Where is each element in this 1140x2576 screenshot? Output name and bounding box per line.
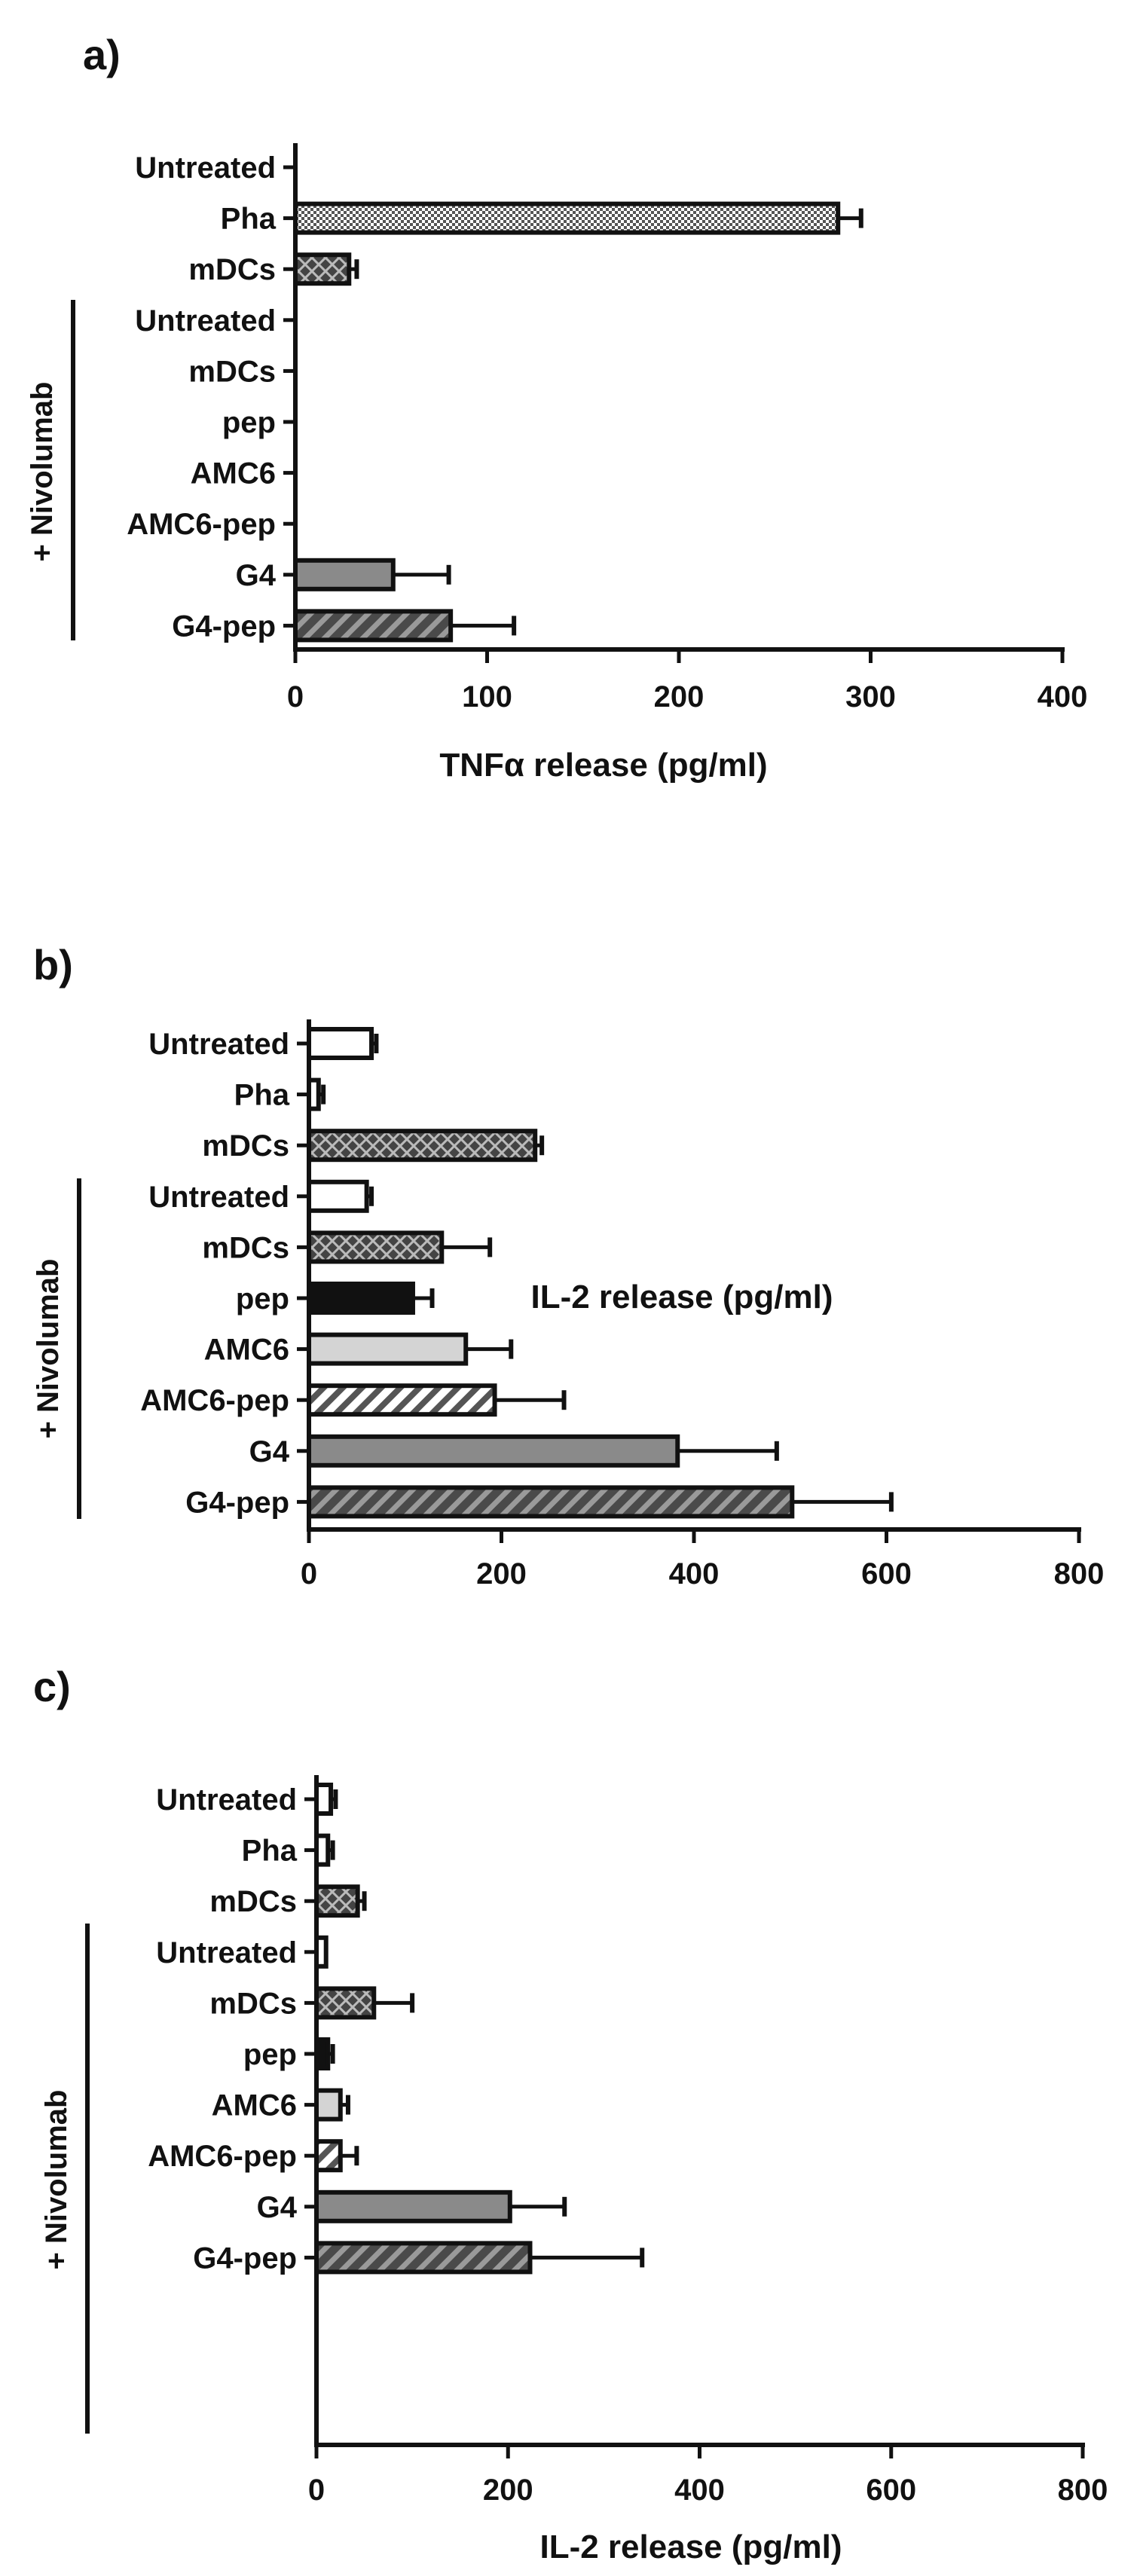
category-label: AMC6-pep bbox=[127, 508, 276, 541]
panel-a-ylabels: Untreated Pha mDCs Untreated mDCs pep AMC6 AMC6… bbox=[127, 151, 277, 643]
category-label: pep bbox=[222, 406, 276, 439]
bar bbox=[314, 1884, 360, 1918]
category-label: G4-pep bbox=[193, 2241, 297, 2275]
bar bbox=[293, 252, 352, 286]
panel-a-bars bbox=[293, 201, 841, 643]
bar bbox=[293, 609, 454, 643]
panel-b-bracket-label: + Nivolumab bbox=[32, 1259, 65, 1439]
panel-c-xlabel: IL-2 release (pg/ml) bbox=[539, 2529, 842, 2565]
panel-c-ylabels: Untreated Pha mDCs Untreated mDCs pep AMC6 AMC6… bbox=[148, 1783, 298, 2275]
bar bbox=[314, 2189, 512, 2223]
category-label: Pha bbox=[234, 1079, 290, 1112]
bar bbox=[314, 1986, 377, 2020]
bar bbox=[307, 1129, 538, 1163]
x-tick-label: 800 bbox=[1054, 1557, 1105, 1591]
bar bbox=[307, 1179, 369, 1213]
bar bbox=[307, 1434, 680, 1468]
panel-b: b) Untreated Pha mDCs Untreated mDCs pep AMC6 A… bbox=[32, 941, 1104, 1591]
category-label: mDCs bbox=[188, 253, 276, 286]
bar bbox=[314, 2241, 533, 2275]
panel-a-xlabel: TNFα release (pg/ml) bbox=[439, 747, 767, 784]
bar bbox=[307, 1027, 374, 1060]
category-label: Untreated bbox=[135, 304, 276, 338]
bar bbox=[307, 1282, 415, 1315]
x-tick-label: 600 bbox=[861, 1557, 912, 1591]
category-label: mDCs bbox=[202, 1231, 289, 1264]
x-tick-label: 800 bbox=[1058, 2474, 1108, 2507]
panel-b-label: b) bbox=[33, 941, 73, 989]
x-tick-label: 400 bbox=[674, 2474, 725, 2507]
bar bbox=[307, 1485, 795, 1519]
category-label: mDCs bbox=[209, 1987, 297, 2020]
panel-a-xticks: 0 100 200 300 400 bbox=[287, 649, 1088, 714]
panel-a-errors bbox=[349, 208, 863, 636]
category-label: pep bbox=[243, 2038, 297, 2071]
category-label: Untreated bbox=[148, 1028, 289, 1061]
category-label: G4-pep bbox=[185, 1486, 289, 1519]
category-label: Pha bbox=[242, 1835, 298, 1868]
bar bbox=[314, 2139, 343, 2173]
panel-c-axes bbox=[304, 1775, 1085, 2447]
x-tick-label: 600 bbox=[866, 2474, 916, 2507]
category-label: G4 bbox=[249, 1435, 290, 1468]
panel-c-label: c) bbox=[33, 1663, 71, 1710]
bar bbox=[314, 2088, 343, 2122]
panel-c-bracket-label: + Nivolumab bbox=[40, 2090, 73, 2270]
panel-b-bars bbox=[307, 1027, 795, 1519]
bar bbox=[307, 1332, 469, 1366]
panel-a: a) Untreated Pha mDCs Untreated mDCs pep AMC6 A… bbox=[26, 31, 1087, 784]
category-label: AMC6-pep bbox=[148, 2140, 297, 2173]
panel-a-label: a) bbox=[83, 31, 121, 78]
panel-b-xlabel: IL-2 release (pg/ml) bbox=[530, 1279, 833, 1316]
category-label: Untreated bbox=[135, 151, 276, 185]
category-label: mDCs bbox=[202, 1129, 289, 1163]
x-tick-label: 400 bbox=[669, 1557, 720, 1591]
panel-c: c) Untreated Pha mDCs Untreated mDCs pep AMC6 A… bbox=[33, 1663, 1108, 2565]
x-tick-label: 200 bbox=[483, 2474, 533, 2507]
category-label: mDCs bbox=[209, 1885, 297, 1918]
bar bbox=[293, 558, 396, 591]
panel-c-errors bbox=[328, 1789, 645, 2268]
x-tick-label: 0 bbox=[287, 680, 304, 714]
panel-a-bracket-label: + Nivolumab bbox=[26, 382, 59, 562]
category-label: pep bbox=[236, 1282, 289, 1316]
x-tick-label: 0 bbox=[308, 2474, 325, 2507]
bar bbox=[307, 1383, 497, 1417]
category-label: Pha bbox=[221, 203, 277, 236]
x-tick-label: 200 bbox=[654, 680, 704, 714]
category-label: G4 bbox=[257, 2191, 298, 2224]
panel-c-xticks: 0 200 400 600 800 bbox=[308, 2445, 1108, 2507]
category-label: AMC6-pep bbox=[140, 1384, 289, 1417]
bar bbox=[293, 201, 841, 235]
category-label: Untreated bbox=[148, 1181, 289, 1214]
panel-c-bars bbox=[314, 1783, 533, 2275]
x-tick-label: 200 bbox=[476, 1557, 527, 1591]
panel-b-ylabels: Untreated Pha mDCs Untreated mDCs pep AMC6 AMC6… bbox=[140, 1028, 290, 1519]
category-label: AMC6 bbox=[191, 457, 276, 490]
category-label: G4 bbox=[236, 559, 277, 592]
x-tick-label: 400 bbox=[1038, 680, 1088, 714]
x-tick-label: 0 bbox=[301, 1557, 317, 1591]
x-tick-label: 100 bbox=[462, 680, 512, 714]
panel-b-errors bbox=[318, 1034, 894, 1512]
category-label: Untreated bbox=[156, 1936, 297, 1969]
bar bbox=[307, 1230, 445, 1264]
category-label: mDCs bbox=[188, 355, 276, 388]
category-label: AMC6 bbox=[204, 1334, 289, 1367]
x-tick-label: 300 bbox=[845, 680, 896, 714]
category-label: G4-pep bbox=[172, 610, 276, 643]
category-label: AMC6 bbox=[212, 2089, 297, 2122]
category-label: Untreated bbox=[156, 1783, 297, 1817]
panel-b-xticks: 0 200 400 600 800 bbox=[301, 1529, 1105, 1591]
